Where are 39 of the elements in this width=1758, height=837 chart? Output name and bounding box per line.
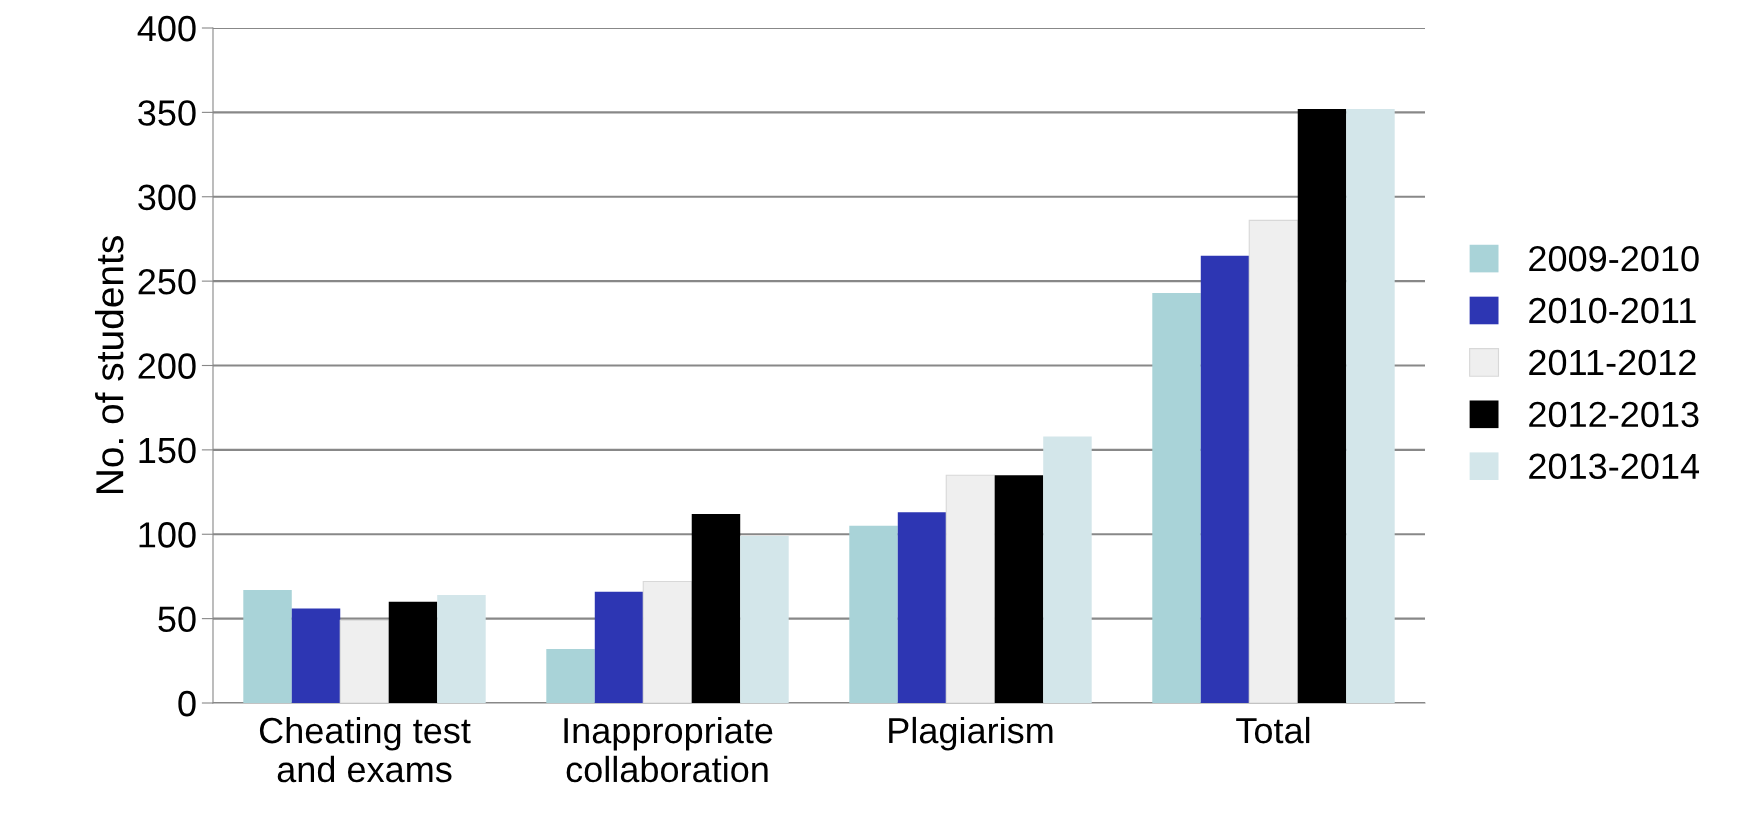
y-tick-label: 300	[138, 184, 196, 211]
y-tick-label: 400	[137, 15, 196, 42]
y-tick-label: 100	[139, 522, 196, 548]
bar	[691, 514, 741, 703]
y-tick-label: 150	[139, 437, 196, 464]
legend-label: 2009-2010	[1529, 245, 1699, 272]
y-tick-label: 50	[158, 606, 196, 633]
bar	[243, 589, 292, 703]
bar	[642, 580, 693, 703]
bar	[897, 512, 947, 703]
legend-label: 2013-2014	[1529, 453, 1700, 480]
x-tick-label: Inappropriate collaboration	[564, 716, 773, 783]
y-tick-label: 200	[138, 353, 196, 379]
bar	[388, 601, 438, 703]
legend-label: 2012-2013	[1529, 401, 1699, 428]
x-tick-label: Plagiarism	[889, 716, 1053, 751]
y-axis-title: No. of students	[94, 236, 124, 494]
bar	[437, 595, 486, 703]
bar	[594, 591, 644, 703]
bar	[1152, 292, 1201, 703]
bar	[1248, 219, 1299, 703]
bar	[849, 525, 898, 703]
bar	[1346, 109, 1395, 703]
bar	[945, 474, 996, 703]
bar	[339, 619, 390, 703]
bar	[546, 649, 595, 703]
legend-label: 2010-2011	[1529, 297, 1696, 324]
y-tick-label: 0	[178, 690, 196, 717]
bar	[291, 608, 341, 703]
bar	[1297, 109, 1347, 703]
y-tick-label: 350	[138, 100, 196, 126]
bar	[994, 475, 1044, 703]
x-tick-label: Total	[1236, 716, 1310, 744]
x-tick-label: Cheating test and exams	[259, 716, 471, 783]
bar	[1043, 436, 1092, 703]
bar	[1200, 255, 1250, 703]
y-tick-label: 250	[138, 268, 196, 295]
legend-label: 2011-2012	[1529, 349, 1696, 376]
bar	[740, 535, 789, 703]
